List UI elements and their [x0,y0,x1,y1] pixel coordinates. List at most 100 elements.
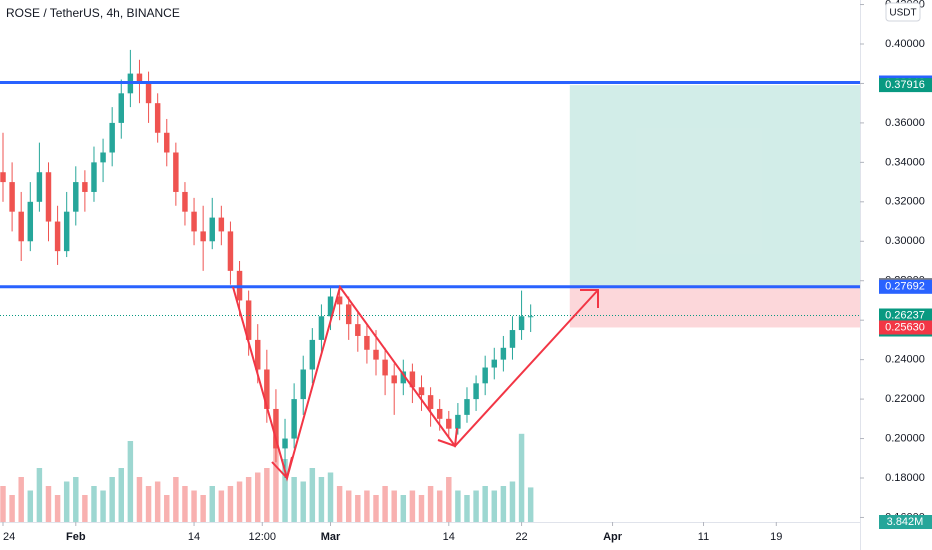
candle-body [327,296,334,317]
candle-body [118,93,125,123]
candle-body [63,211,70,252]
volume-bar [336,486,343,522]
volume-bar [45,486,52,522]
profit-zone [569,85,860,286]
candle-body [91,162,97,192]
arrow-head [437,427,458,448]
currency: USDT [889,8,916,19]
candle-body [409,371,416,388]
volume-bar [227,486,234,522]
level-label-bg [879,279,932,294]
candle-body [191,211,197,232]
volume-layer [0,433,534,522]
candle-body [218,217,225,232]
candle-body [382,359,388,376]
y-tick-label: 0.18000 [885,472,925,484]
arrow-head [580,289,599,308]
candle-body [491,359,498,368]
candle-body [182,191,188,212]
volume-bar [173,477,179,522]
volume-bar [118,468,125,522]
loss-zone [569,285,860,328]
volume-bar [446,477,452,522]
y-tick-label: 0.22000 [885,393,925,405]
volume-bar [36,468,43,522]
volume-bar [54,495,61,522]
volume-bar [245,477,252,522]
position-layer [569,85,860,328]
candle-body [418,387,425,396]
volume-bar [218,490,225,522]
volume-bar [482,486,488,522]
candle-body [45,172,52,222]
volume-bar [255,472,261,522]
volume-bar [400,495,407,522]
last-price-label: 0.26237 [885,309,925,321]
volume-bar [18,477,24,522]
volume-bar [391,490,397,522]
candle-body [446,418,452,429]
stop-label-bg [879,320,932,335]
volume-bar [91,486,97,522]
candle-body [527,316,534,318]
x-tick-label: Apr [603,531,623,543]
volume-bar [0,486,6,522]
volume-bar [473,490,479,522]
volume-bar [109,477,115,522]
volume-bar [345,490,352,522]
volume-bar [73,477,79,522]
candle-body [509,330,516,348]
volume-bar [355,495,361,522]
x-tick-label: Mar [321,531,341,543]
volume-bar [382,486,388,522]
time-axis [0,522,860,550]
volume-label-bg [879,515,932,529]
y-tick-label: 0.36000 [885,117,925,129]
y-tick-label: 0.20000 [885,432,925,444]
candle-body [336,296,343,305]
candle-body [36,172,43,202]
x-tick-label: 14 [188,531,200,543]
candle-body [482,367,488,384]
volume-bar [236,481,243,522]
volume-bar [436,490,443,522]
candle-body [100,152,106,163]
x-tick-label: 14 [443,531,455,543]
chart-title: ROSE / TetherUS, 4h, BINANCE [6,6,180,20]
candle-body [500,347,507,360]
candle-body [309,339,316,370]
volume-bar [136,477,143,522]
y-tick-label: 0.40000 [885,38,925,50]
volume-bar [164,495,170,522]
volume-bar [209,486,215,522]
y-tick-label: 0.30000 [885,235,925,247]
volume-bar [82,495,88,522]
volume-label: 3.842M [887,516,924,528]
candle-body [364,335,370,350]
volume-bar [409,490,416,522]
currency-box [885,2,921,22]
candle-body [355,324,361,336]
candle-body [400,371,407,384]
volume-bar [282,459,288,522]
volume-bar [455,490,461,522]
candle-body [73,182,79,212]
arrow-head [271,456,293,481]
volume-bar [200,495,206,522]
volume-bar [154,481,161,522]
volume-bar [427,486,434,522]
candle-body [0,172,6,183]
candle-body [255,339,261,370]
x-tick-label: 11 [698,531,709,543]
candle-body [455,414,461,429]
volume-bar [191,490,197,522]
volume-bar [491,490,498,522]
x-tick-label: 22 [515,531,527,543]
volume-bar [527,487,534,522]
candle-body [300,369,306,400]
stop-label: 0.25630 [885,321,925,333]
candle-body [18,211,24,242]
volume-bar [100,490,106,522]
volume-bar [373,495,379,522]
